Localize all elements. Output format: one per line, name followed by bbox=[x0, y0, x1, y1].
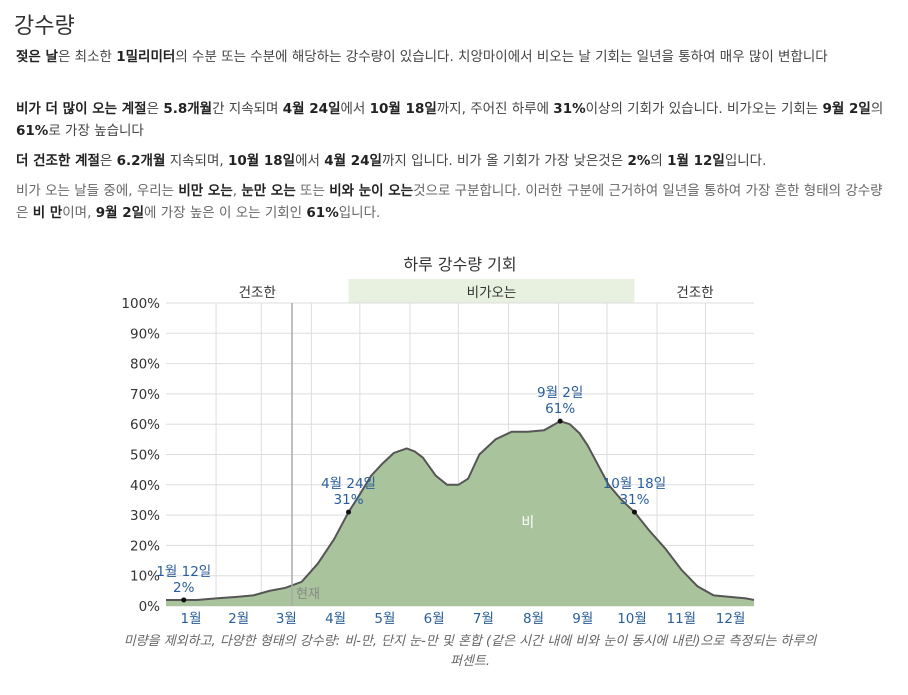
chart-caption: 미량을 제외하고, 다양한 형태의 강수량: 비-만, 단지 눈-만 및 혼합 … bbox=[123, 634, 817, 669]
body-text: 은 bbox=[146, 101, 164, 117]
y-tick-label: 10% bbox=[130, 569, 160, 585]
wet-season-label: 비가오는 bbox=[467, 285, 517, 301]
y-tick-label: 50% bbox=[130, 448, 160, 464]
emphasis-text: 1월 12일 bbox=[667, 153, 725, 169]
annotation-date: 9월 2일 bbox=[537, 385, 583, 401]
y-tick-label: 60% bbox=[130, 417, 160, 433]
body-text: 것으로 구분합니다. 이러한 구분에 근거하여 일년을 통하여 가장 흔한 형태… bbox=[16, 183, 883, 221]
month-tick-label: 3월 bbox=[276, 611, 297, 627]
annotation-date: 4월 24일 bbox=[321, 476, 376, 492]
month-tick-label: 1월 bbox=[181, 611, 202, 627]
annotation-value: 31% bbox=[619, 492, 649, 508]
y-tick-label: 90% bbox=[130, 326, 160, 342]
area-label: 비 bbox=[521, 515, 534, 531]
body-text: 은 최소한 bbox=[57, 49, 117, 65]
wet-day-description: 젖은 날은 최소한 1밀리미터의 수분 또는 수분에 해당하는 강수량이 있습니… bbox=[16, 46, 892, 68]
month-tick-label: 4월 bbox=[325, 611, 346, 627]
emphasis-text: 6.2개월 bbox=[116, 153, 166, 169]
month-tick-label: 11월 bbox=[667, 611, 697, 627]
body-text: 비가 오는 날들 중에, 우리는 bbox=[16, 183, 179, 199]
annotation-point bbox=[631, 509, 637, 515]
emphasis-text: 9월 2일 bbox=[822, 101, 871, 117]
body-text: 에서 bbox=[295, 153, 325, 169]
annotation-date: 10월 18일 bbox=[603, 476, 667, 492]
y-tick-label: 40% bbox=[130, 478, 160, 494]
emphasis-text: 젖은 날 bbox=[16, 49, 58, 65]
emphasis-text: 4월 24일 bbox=[324, 153, 382, 169]
emphasis-text: 눈만 오는 bbox=[241, 183, 296, 199]
body-text: 에서 bbox=[340, 101, 370, 117]
emphasis-text: 1밀리미터 bbox=[116, 49, 176, 65]
annotation-point bbox=[557, 418, 563, 424]
chart-title: 하루 강수량 기회 bbox=[403, 255, 516, 274]
emphasis-text: 9월 2일 bbox=[95, 205, 145, 221]
y-tick-label: 0% bbox=[139, 599, 161, 615]
annotation-point bbox=[346, 509, 352, 515]
annotation-point bbox=[181, 597, 187, 603]
month-tick-label: 10월 bbox=[617, 611, 647, 627]
body-text: 이상의 기회가 있습니다. 비가오는 기회는 bbox=[585, 101, 823, 117]
month-tick-label: 2월 bbox=[228, 611, 249, 627]
y-tick-label: 30% bbox=[130, 508, 160, 524]
emphasis-text: 2% bbox=[627, 153, 651, 169]
month-tick-label: 5월 bbox=[374, 611, 395, 627]
body-text: 간 지속되며 bbox=[212, 101, 283, 117]
body-text: 로 가장 높습니다 bbox=[48, 123, 144, 139]
body-text: 지속되며, bbox=[165, 153, 228, 169]
dry-season-label: 건조한 bbox=[239, 285, 276, 301]
y-tick-label: 20% bbox=[130, 538, 160, 554]
body-text: 의 수분 또는 수분에 해당하는 강수량이 있습니다. 치앙마이에서 비오는 날… bbox=[175, 49, 828, 65]
emphasis-text: 더 건조한 계절 bbox=[16, 153, 100, 169]
y-tick-label: 70% bbox=[130, 387, 160, 403]
month-tick-label: 8월 bbox=[523, 611, 544, 627]
body-text: 의 bbox=[650, 153, 668, 169]
annotation-value: 2% bbox=[173, 580, 195, 596]
body-text: 이며, bbox=[62, 205, 96, 221]
emphasis-text: 61% bbox=[306, 205, 339, 221]
month-tick-label: 9월 bbox=[572, 611, 593, 627]
rain-line bbox=[166, 420, 755, 601]
wet-season-description: 비가 더 많이 오는 계절은 5.8개월간 지속되며 4월 24일에서 10월 … bbox=[16, 98, 892, 142]
emphasis-text: 31% bbox=[553, 101, 586, 117]
body-text: 은 bbox=[99, 153, 117, 169]
precipitation-type-description: 비가 오는 날들 중에, 우리는 비만 오는, 눈만 오는 또는 비와 눈이 오… bbox=[16, 180, 892, 224]
y-tick-label: 100% bbox=[121, 296, 160, 312]
emphasis-text: 비만 오는 bbox=[178, 183, 233, 199]
body-text: 까지 입니다. 비가 올 기회가 가장 낮은것은 bbox=[381, 153, 628, 169]
month-tick-label: 12월 bbox=[716, 611, 746, 627]
annotation-value: 61% bbox=[545, 401, 575, 417]
emphasis-text: 비 만 bbox=[32, 205, 63, 221]
month-tick-label: 6월 bbox=[424, 611, 445, 627]
dry-season-description: 더 건조한 계절은 6.2개월 지속되며, 10월 18일에서 4월 24일까지… bbox=[16, 150, 892, 172]
body-text: , bbox=[232, 183, 242, 199]
body-text: 입니다. bbox=[724, 153, 767, 169]
emphasis-text: 5.8개월 bbox=[163, 101, 213, 117]
emphasis-text: 10월 18일 bbox=[227, 153, 296, 169]
rain-area bbox=[166, 421, 754, 606]
y-tick-label: 80% bbox=[130, 357, 160, 373]
now-marker-label: 현재 bbox=[296, 587, 320, 602]
emphasis-text: 61% bbox=[16, 123, 49, 139]
body-text: 입니다. bbox=[338, 205, 381, 221]
body-text: 의 bbox=[870, 101, 884, 117]
section-title: 강수량 bbox=[14, 14, 75, 39]
emphasis-text: 4월 24일 bbox=[282, 101, 341, 117]
annotation-value: 31% bbox=[334, 492, 364, 508]
month-tick-label: 7월 bbox=[473, 611, 494, 627]
emphasis-text: 10월 18일 bbox=[369, 101, 437, 117]
dry-season-label: 건조한 bbox=[676, 285, 713, 301]
wet-season-band bbox=[348, 279, 635, 303]
emphasis-text: 비가 더 많이 오는 계절 bbox=[16, 101, 147, 117]
body-text: 또는 bbox=[295, 183, 330, 199]
emphasis-text: 비와 눈이 오는 bbox=[329, 183, 414, 199]
body-text: 까지, 주어진 하루에 bbox=[436, 101, 554, 117]
body-text: 에 가장 높은 이 오는 기회인 bbox=[144, 205, 307, 221]
annotation-date: 1월 12일 bbox=[156, 564, 211, 580]
